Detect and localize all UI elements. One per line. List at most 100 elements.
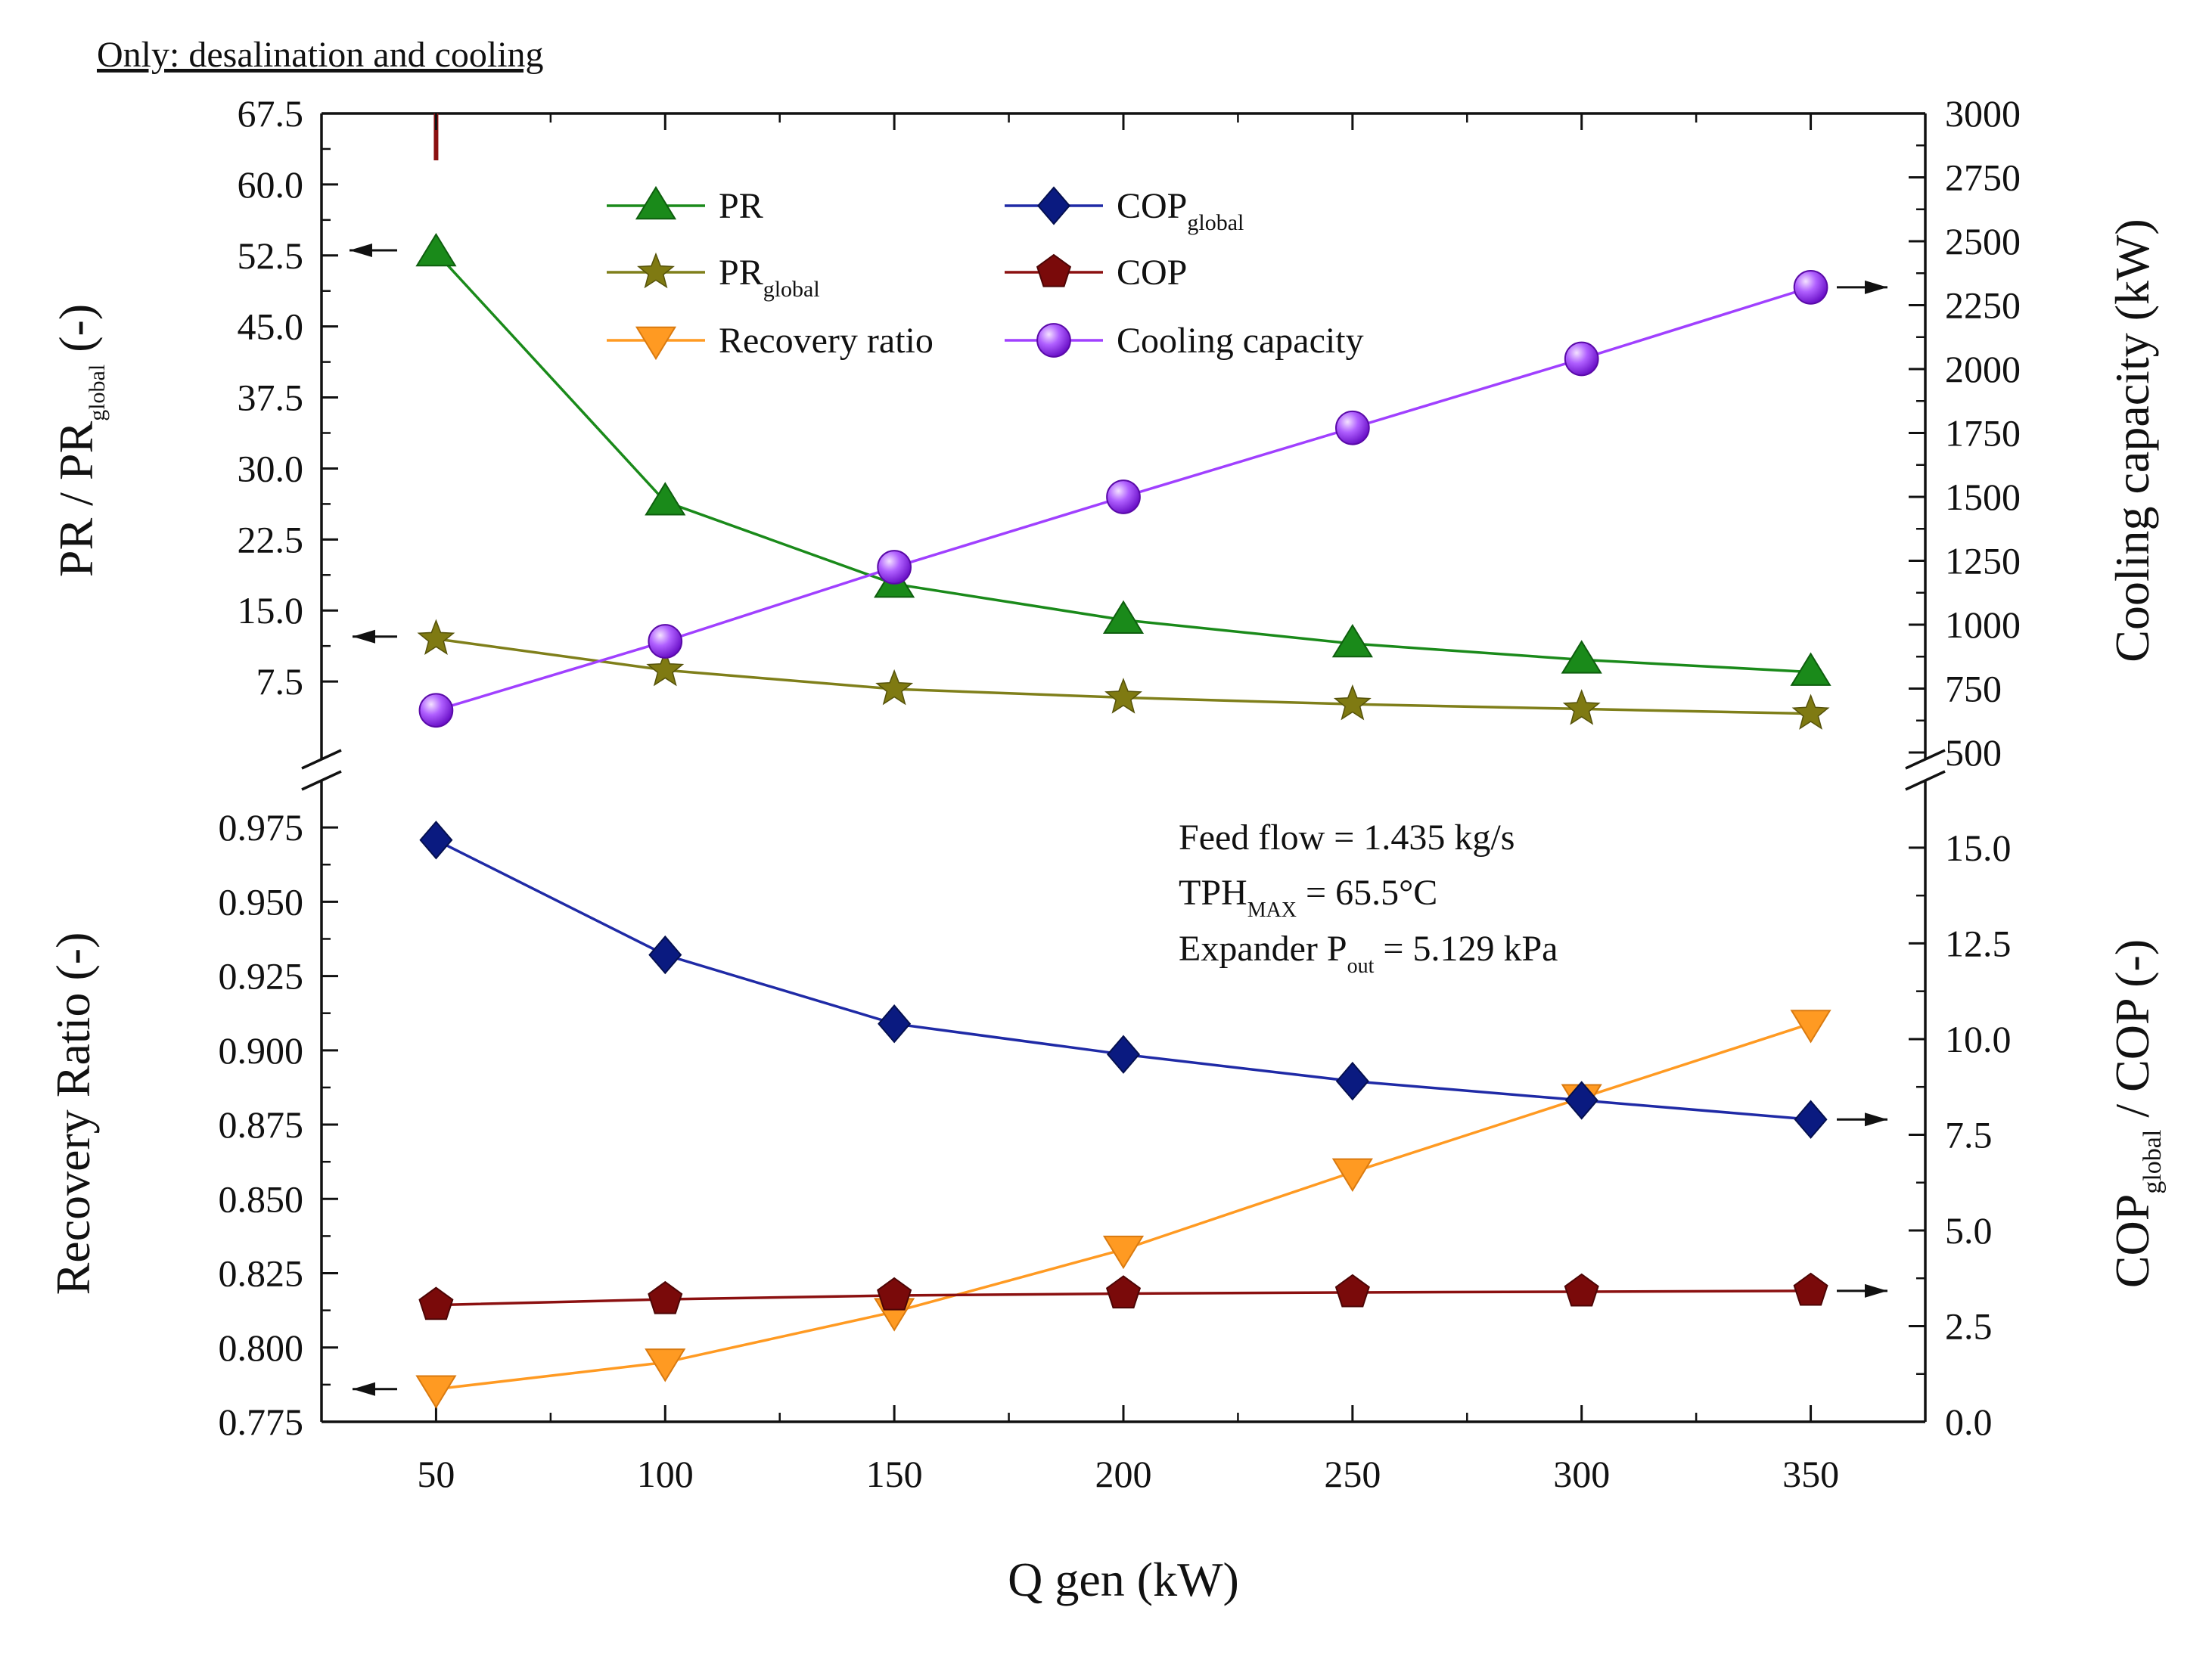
y-tick-label-upper_left: 37.5	[238, 377, 304, 419]
data-point-cooling-capacity	[1564, 341, 1599, 377]
data-point-cop	[1105, 1275, 1142, 1309]
y-tick-label-upper_right: 1000	[1945, 604, 2021, 646]
y-tick-label-lower_right: 10.0	[1945, 1018, 2012, 1060]
data-point-cop-global	[1106, 1035, 1141, 1074]
x-tick-label: 100	[637, 1453, 694, 1495]
x-axis-title: Q gen (kW)	[1008, 1553, 1239, 1606]
legend-label-cop-global: COPglobal	[1117, 186, 1244, 235]
axis-arrow-recovery-ratio-head	[353, 1382, 375, 1396]
series-lines	[435, 251, 1812, 1391]
data-point-cooling-capacity	[1793, 269, 1828, 305]
data-point-cooling-capacity	[648, 624, 683, 659]
y-axis-title-upper-left: PR / PRglobal (-)	[49, 304, 110, 577]
data-point-cop-global	[1794, 1100, 1828, 1139]
header-text: Only: desalination and cooling	[97, 35, 544, 75]
data-point-cooling-capacity	[1335, 410, 1370, 445]
legend-label-recovery-ratio: Recovery ratio	[719, 321, 934, 361]
annotation-line-2: TPHMAX = 65.5°C	[1179, 873, 1437, 922]
x-tick-label: 200	[1095, 1453, 1152, 1495]
y-axis-title-lower-right: COPglobal / COP (-)	[2105, 939, 2167, 1288]
y-tick-label-lower_left: 0.950	[219, 880, 304, 923]
data-point-pr	[1102, 600, 1145, 634]
y-tick-label-upper_right: 1500	[1945, 476, 2021, 518]
y-tick-label-lower_right: 12.5	[1945, 922, 2012, 964]
data-point-pr-global	[1104, 678, 1142, 714]
legend-marker-pr	[635, 185, 677, 220]
data-point-cop	[418, 1286, 454, 1320]
data-point-cop-global	[419, 821, 453, 860]
y-tick-label-upper_right: 2500	[1945, 220, 2021, 262]
y-tick-label-upper_left: 7.5	[256, 660, 304, 703]
data-point-cop	[1793, 1272, 1828, 1306]
y-tick-label-lower_left: 0.825	[219, 1252, 304, 1295]
series-line-recovery-ratio	[436, 1022, 1812, 1391]
legend-marker-cop	[1036, 253, 1072, 287]
y-tick-label-lower_left: 0.775	[219, 1401, 304, 1443]
axis-break-mark	[1905, 749, 1946, 770]
y-tick-label-upper_right: 2750	[1945, 157, 2021, 199]
axis-arrow-cop-head	[1865, 1283, 1887, 1298]
y-tick-label-upper_left: 15.0	[238, 589, 304, 631]
legend-marker-recovery-ratio	[635, 326, 677, 361]
legend-marker-pr-global	[637, 252, 675, 289]
data-point-pr	[1790, 652, 1831, 686]
y-tick-label-upper_left: 22.5	[238, 518, 304, 560]
x-tick-label: 250	[1324, 1453, 1381, 1495]
data-point-recovery-ratio	[415, 1375, 457, 1409]
data-point-cop	[877, 1277, 912, 1311]
y-tick-label-upper_left: 52.5	[238, 234, 304, 277]
data-point-pr	[1561, 640, 1602, 674]
data-point-cop-global	[878, 1004, 912, 1044]
x-tick-label: 50	[417, 1453, 455, 1495]
y-tick-label-lower_right: 15.0	[1945, 827, 2012, 869]
y-tick-label-upper_left: 60.0	[238, 163, 304, 206]
data-point-cop-global	[648, 935, 682, 975]
series-markers	[415, 232, 1831, 1409]
legend-marker-cop-global	[1036, 186, 1071, 225]
axis-arrow-pr-global-head	[353, 629, 375, 644]
axis-break-mark	[301, 770, 342, 791]
data-point-recovery-ratio	[1102, 1235, 1145, 1270]
legend: PR PRglobal Recovery ratio COPglobal COP Cool…	[607, 185, 1364, 361]
y-tick-label-upper_left: 30.0	[238, 447, 304, 489]
legend-label-cooling-capacity: Cooling capacity	[1117, 321, 1364, 361]
data-point-cop	[1334, 1274, 1370, 1308]
y-tick-label-lower_left: 0.800	[219, 1327, 304, 1369]
data-point-cop	[648, 1280, 683, 1314]
y-tick-label-upper_right: 750	[1945, 668, 2002, 710]
y-tick-label-upper_right: 500	[1945, 731, 2002, 774]
y-tick-label-upper_left: 45.0	[238, 306, 304, 348]
annotation-box: Feed flow = 1.435 kg/s TPHMAX = 65.5°C Exp…	[1179, 818, 1558, 978]
axis-arrow-cooling-head	[1865, 280, 1887, 294]
series-line-cop-global	[435, 839, 1811, 1121]
plot-frame	[301, 112, 1946, 1423]
axis-arrow-pr-head	[350, 244, 372, 258]
data-point-pr	[1331, 623, 1373, 658]
data-point-cop-global	[1335, 1061, 1369, 1101]
axis-break-mark	[301, 749, 342, 770]
data-point-cooling-capacity	[877, 550, 912, 585]
data-point-pr	[645, 482, 686, 516]
axis-labels: 50 100 150 200 250 300 350 7.5 15.0 22.5 30.0 37.5 4…	[46, 92, 2167, 1606]
y-tick-label-lower_left: 0.900	[219, 1029, 304, 1072]
data-point-pr	[415, 232, 457, 267]
legend-label-cop: COP	[1117, 253, 1187, 293]
data-point-pr-global	[417, 619, 455, 656]
y-tick-label-upper_right: 2250	[1945, 284, 2021, 327]
annotation-line-3: Expander Pout = 5.129 kPa	[1179, 929, 1558, 978]
data-point-cooling-capacity	[418, 693, 454, 728]
x-tick-label: 300	[1553, 1453, 1610, 1495]
y-tick-label-upper_right: 1250	[1945, 540, 2021, 582]
data-point-recovery-ratio	[1790, 1010, 1831, 1044]
y-tick-label-lower_right: 7.5	[1945, 1113, 1993, 1156]
y-tick-label-lower_left: 0.925	[219, 955, 304, 998]
legend-label-pr-global: PRglobal	[719, 253, 820, 302]
y-tick-label-lower_left: 0.875	[219, 1103, 304, 1146]
y-tick-label-lower_right: 5.0	[1945, 1209, 1993, 1252]
x-tick-label: 350	[1782, 1453, 1839, 1495]
data-point-pr-global	[1562, 689, 1601, 725]
data-point-pr-global	[1791, 694, 1830, 730]
data-point-pr-global	[1333, 684, 1372, 721]
